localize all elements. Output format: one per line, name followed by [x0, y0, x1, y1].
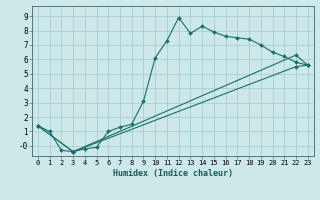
X-axis label: Humidex (Indice chaleur): Humidex (Indice chaleur) — [113, 169, 233, 178]
